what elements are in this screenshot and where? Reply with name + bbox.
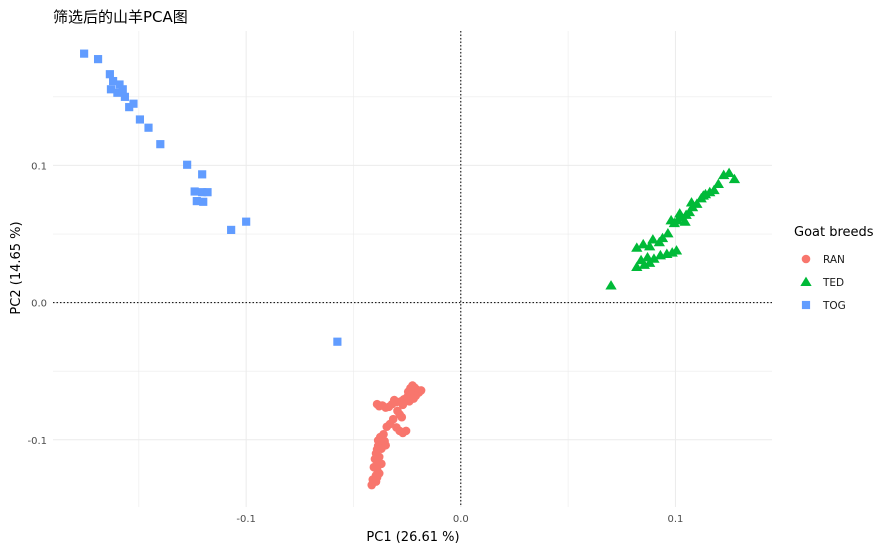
point-ted <box>647 234 659 244</box>
point-tog <box>227 225 236 234</box>
legend: Goat breeds RAN TED TOG <box>794 225 874 312</box>
point-tog <box>199 197 208 206</box>
y-tick-label: 0.1 <box>31 161 47 172</box>
point-tog <box>115 80 124 89</box>
point-ted <box>637 238 649 249</box>
point-ted <box>656 232 669 243</box>
point-tog <box>156 140 165 149</box>
point-ran <box>367 480 377 490</box>
point-ted <box>685 197 698 207</box>
legend-key-tog <box>801 300 811 310</box>
point-ted <box>648 253 660 263</box>
point-tog <box>144 123 153 132</box>
data-points <box>80 49 741 490</box>
point-tog <box>113 88 122 97</box>
x-tick-label: 0.1 <box>667 514 683 525</box>
point-tog <box>105 70 114 79</box>
legend-title: Goat breeds <box>794 225 874 240</box>
x-tick-label: -0.1 <box>236 514 256 525</box>
series-tog <box>80 49 342 346</box>
point-ted <box>635 254 647 265</box>
point-tog <box>198 170 207 179</box>
point-ran <box>372 399 382 409</box>
chart-title: 筛选后的山羊PCA图 <box>53 8 188 26</box>
reference-lines <box>53 31 772 507</box>
axis-ticks: -0.1 0.0 0.1 -0.1 0.0 0.1 <box>27 161 683 525</box>
series-ted <box>605 167 741 290</box>
point-tog <box>106 85 116 94</box>
grid <box>53 31 772 507</box>
point-tog <box>333 337 342 346</box>
point-ran <box>382 422 392 432</box>
point-tog <box>120 92 129 101</box>
legend-label-tog: TOG <box>822 300 846 312</box>
series-ran <box>367 381 426 490</box>
point-tog <box>135 115 145 124</box>
point-tog <box>190 187 199 196</box>
point-ted <box>670 245 683 255</box>
point-ted <box>631 242 643 252</box>
point-ted <box>641 251 654 262</box>
point-ted <box>712 178 724 188</box>
y-tick-label: 0.0 <box>31 299 47 310</box>
legend-label-ran: RAN <box>823 254 845 266</box>
point-tog <box>109 76 118 86</box>
point-tog <box>192 197 201 206</box>
point-ted <box>697 190 709 200</box>
point-ran <box>380 436 389 446</box>
point-ted <box>708 184 720 195</box>
point-ran <box>398 400 408 410</box>
point-ted <box>679 216 691 226</box>
y-axis-title: PC2 (14.65 %) <box>9 221 24 314</box>
point-tog <box>93 55 103 64</box>
point-ran <box>416 386 426 395</box>
point-tog <box>118 85 127 94</box>
point-tog <box>203 188 212 197</box>
point-ted <box>644 240 656 251</box>
point-ted <box>674 208 686 218</box>
legend-label-ted: TED <box>822 277 844 289</box>
point-tog <box>80 49 89 58</box>
point-ted <box>605 280 617 290</box>
point-tog <box>125 103 134 112</box>
point-tog <box>242 217 251 226</box>
point-ted <box>723 167 735 178</box>
point-ran <box>397 412 407 422</box>
point-ted <box>728 173 741 184</box>
point-ted <box>683 206 696 217</box>
point-ran <box>372 473 382 482</box>
point-ted <box>662 227 674 238</box>
legend-key-ted <box>800 276 812 287</box>
x-axis-title: PC1 (26.61 %) <box>366 530 459 545</box>
x-tick-label: 0.0 <box>453 514 469 525</box>
point-ran <box>409 394 418 403</box>
point-tog <box>129 99 138 108</box>
point-tog <box>183 160 192 169</box>
y-tick-label: -0.1 <box>27 436 47 447</box>
legend-key-ran <box>801 254 811 264</box>
point-ted <box>665 214 677 225</box>
point-tog <box>198 188 207 197</box>
point-ran <box>401 426 411 436</box>
